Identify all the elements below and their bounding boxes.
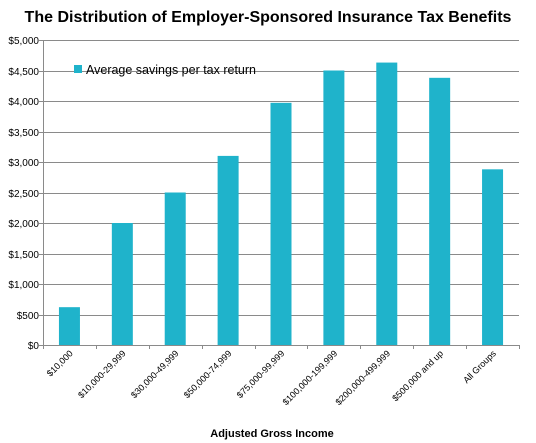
x-tick-label: $30,000-49,999 [129,348,181,400]
bar [482,169,504,345]
x-tick-label: $10,000-29,999 [76,348,128,400]
y-tick-label: $1,000 [8,280,39,291]
bar [58,307,80,345]
bar [111,223,133,345]
y-tick-label: $1,500 [8,250,39,261]
bar [217,155,239,345]
y-tick-label: $5,000 [8,36,39,47]
y-tick-label: $4,500 [8,67,39,78]
y-tick-label: $2,500 [8,189,39,200]
y-tick-label: $3,500 [8,128,39,139]
x-tick-label: $75,000-99,999 [235,348,287,400]
y-tick-label: $2,000 [8,219,39,230]
y-tick-label: $0 [28,341,40,352]
y-tick-label: $4,000 [8,97,39,108]
bar [323,70,345,345]
x-tick-label: $50,000-74,999 [182,348,234,400]
legend: Average savings per tax return [74,63,256,77]
bar [164,192,186,345]
x-tick-label: $200,000-499,999 [333,348,392,407]
axes [43,40,519,346]
x-axis-ticks: $10,000 $10,000-29,999 $30,000-49,999 $50,0… [43,345,520,407]
x-tick-label: $500,000 and up [390,348,445,403]
x-tick-label: All Groups [461,348,498,385]
y-axis-ticks: $0 $500 $1,000 $1,500 $2,000 $2,500 $3,000 $3,5… [8,36,43,352]
x-tick-label: $100,000-199,999 [281,348,340,407]
bar [376,62,398,345]
legend-swatch [74,65,82,73]
chart-title: The Distribution of Employer-Sponsored I… [25,9,512,26]
x-tick-label: $10,000 [45,348,75,378]
y-tick-label: $500 [17,311,40,322]
bars [58,62,504,345]
x-axis-label: Adjusted Gross Income [210,428,333,440]
bar [429,77,451,345]
bar [270,102,292,345]
y-tick-label: $3,000 [8,158,39,169]
legend-label: Average savings per tax return [86,63,256,77]
